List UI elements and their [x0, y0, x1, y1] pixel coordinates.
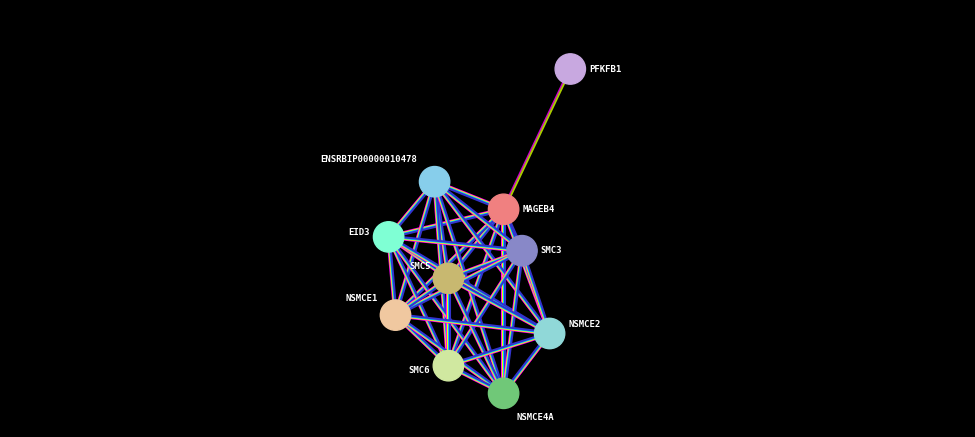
Circle shape: [433, 350, 463, 381]
Circle shape: [380, 300, 410, 330]
Text: MAGEB4: MAGEB4: [523, 205, 555, 214]
Circle shape: [534, 318, 565, 349]
Text: NSMCE1: NSMCE1: [346, 294, 378, 303]
Text: SMC3: SMC3: [541, 246, 563, 255]
Circle shape: [433, 263, 463, 294]
Circle shape: [507, 236, 537, 266]
Circle shape: [555, 54, 585, 84]
Circle shape: [488, 194, 519, 225]
Text: PFKFB1: PFKFB1: [589, 65, 621, 73]
Circle shape: [488, 378, 519, 409]
Text: NSMCE4A: NSMCE4A: [517, 413, 554, 422]
Text: SMC5: SMC5: [410, 262, 431, 271]
Circle shape: [373, 222, 404, 252]
Circle shape: [419, 166, 449, 197]
Text: EID3: EID3: [348, 228, 370, 237]
Text: ENSRBIP00000010478: ENSRBIP00000010478: [321, 155, 417, 164]
Text: NSMCE2: NSMCE2: [568, 320, 601, 329]
Text: SMC6: SMC6: [409, 366, 430, 375]
